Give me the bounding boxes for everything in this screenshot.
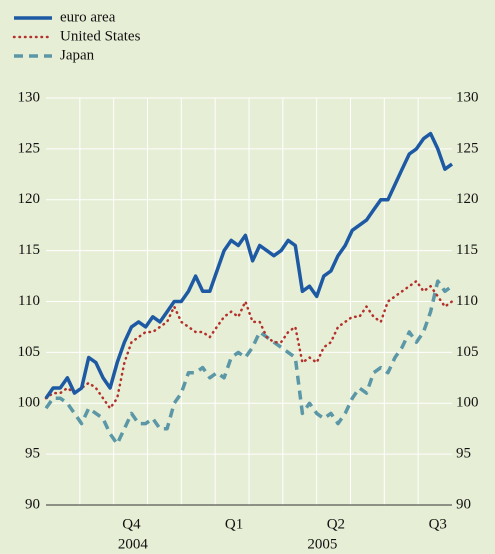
y2-tick-label: 90: [456, 496, 471, 512]
y-tick-label: 105: [18, 344, 41, 360]
y2-tick-label: 120: [456, 191, 479, 207]
y-tick-label: 90: [25, 496, 40, 512]
x-year-label: 2004: [118, 536, 149, 552]
x-tick-label: Q2: [327, 516, 345, 532]
x-tick-label: Q4: [122, 516, 141, 532]
y2-tick-label: 115: [456, 242, 478, 258]
y2-tick-label: 100: [456, 395, 479, 411]
y-tick-label: 115: [18, 242, 40, 258]
y-tick-label: 100: [18, 395, 41, 411]
y-tick-label: 120: [18, 191, 41, 207]
y2-tick-label: 95: [456, 446, 471, 462]
y2-tick-label: 125: [456, 140, 479, 156]
legend-label: United States: [60, 28, 141, 44]
y-tick-label: 110: [18, 293, 40, 309]
y2-tick-label: 105: [456, 344, 479, 360]
line-series: [44, 279, 454, 410]
line-series: [44, 279, 454, 446]
y-tick-label: 95: [25, 446, 40, 462]
x-tick-label: Q1: [225, 516, 243, 532]
y2-tick-label: 130: [456, 89, 479, 105]
legend-label: Japan: [60, 47, 95, 63]
x-year-label: 2005: [307, 536, 337, 552]
y2-tick-label: 110: [456, 293, 478, 309]
x-tick-label: Q3: [429, 516, 447, 532]
legend-label: euro area: [60, 9, 116, 25]
y-tick-label: 125: [18, 140, 41, 156]
line-series: [44, 131, 454, 400]
y-tick-label: 130: [18, 89, 41, 105]
